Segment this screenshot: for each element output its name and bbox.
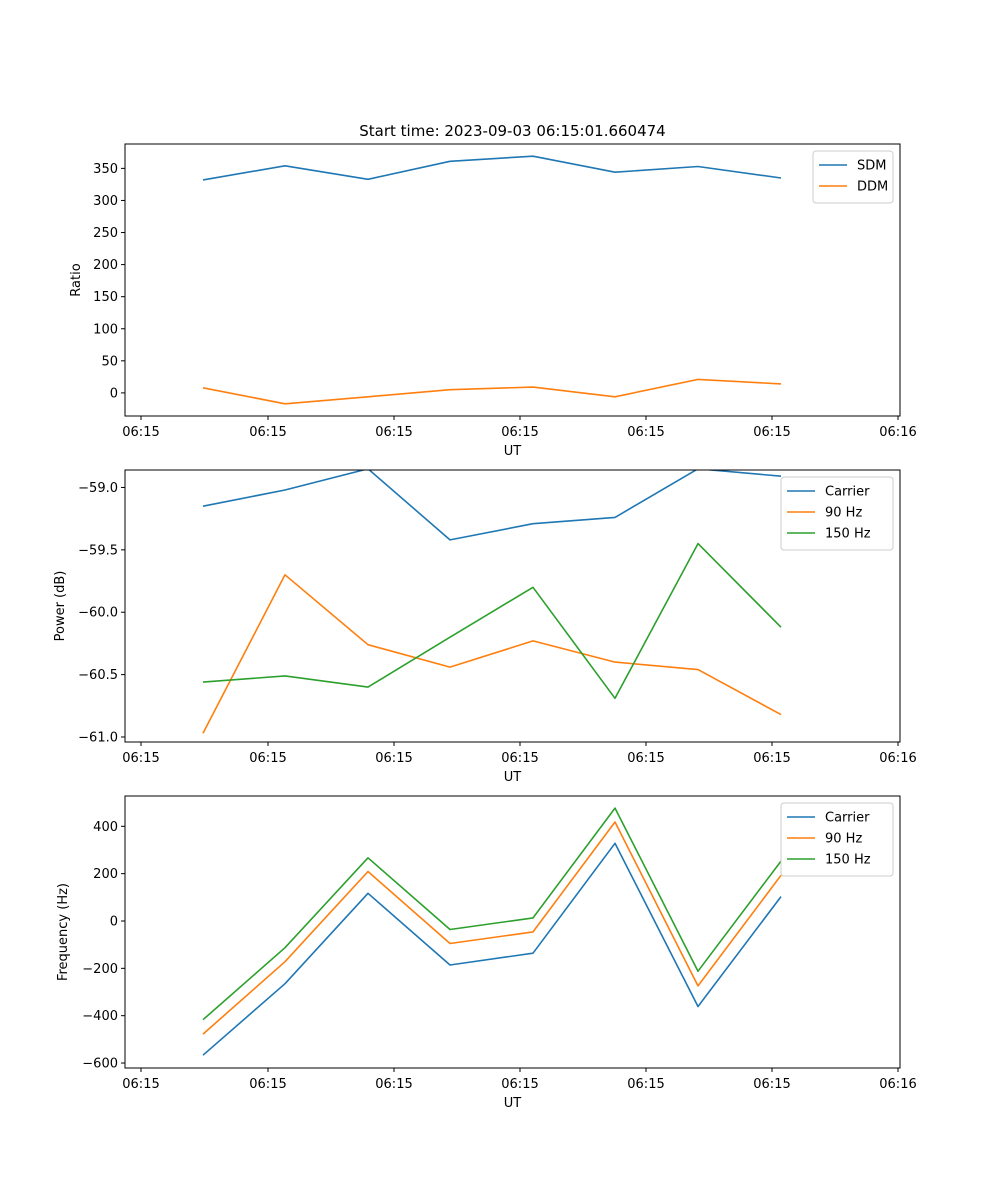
x-tick-label: 06:15 bbox=[375, 751, 412, 766]
x-axis-label: UT bbox=[504, 444, 522, 459]
x-tick-label: 06:15 bbox=[501, 751, 538, 766]
y-tick-label: −59.5 bbox=[78, 543, 118, 558]
panel-2: −61.0 −60.5 −60.0 −59.5 −59.0 06:15 06:15 06:15… bbox=[53, 469, 917, 785]
series-line-150-hz bbox=[202, 807, 782, 1021]
y-tick-label: 100 bbox=[93, 322, 118, 337]
legend-entry: SDM bbox=[857, 159, 886, 174]
legend: Carrier 90 Hz 150 Hz bbox=[780, 476, 894, 551]
x-tick-label: 06:15 bbox=[249, 751, 286, 766]
x-tick-label: 06:15 bbox=[122, 425, 159, 440]
legend-box bbox=[812, 150, 894, 204]
x-tick-label: 06:15 bbox=[249, 425, 286, 440]
series-line-carrier bbox=[202, 842, 782, 1056]
x-tick-label: 06:15 bbox=[249, 1077, 286, 1092]
y-tick-label: 0 bbox=[110, 914, 118, 929]
y-tick-label: 50 bbox=[101, 354, 118, 369]
y-tick-label: −61.0 bbox=[78, 731, 118, 746]
panel-3: −600 −400 −200 0 200 400 06:15 06:15 06:15 06:15 0… bbox=[56, 795, 917, 1111]
y-axis-label: Power (dB) bbox=[53, 571, 68, 642]
legend-entry: 90 Hz bbox=[825, 832, 862, 847]
y-tick-label: 150 bbox=[93, 290, 118, 305]
y-axis-label: Frequency (Hz) bbox=[56, 883, 71, 981]
y-axis-label: Ratio bbox=[69, 263, 84, 296]
legend-entry: 150 Hz bbox=[825, 853, 871, 868]
x-tick-label: 06:15 bbox=[627, 1077, 664, 1092]
x-tick-label: 06:16 bbox=[879, 425, 916, 440]
x-tick-label: 06:15 bbox=[627, 425, 664, 440]
series-line-carrier bbox=[202, 470, 782, 541]
x-tick-label: 06:16 bbox=[879, 1077, 916, 1092]
legend-entry: 150 Hz bbox=[825, 527, 871, 542]
y-tick-label: 200 bbox=[93, 258, 118, 273]
series-line-90-hz bbox=[202, 573, 782, 734]
legend-entry: 90 Hz bbox=[825, 506, 862, 521]
y-tick-label: 350 bbox=[93, 162, 118, 177]
y-tick-label: −60.5 bbox=[78, 668, 118, 683]
x-tick-label: 06:15 bbox=[122, 1077, 159, 1092]
axes-frame bbox=[124, 469, 901, 743]
panels: 0 50 100 150 200 250 300 350 06:15 06:15 06:15 06:1… bbox=[53, 143, 917, 1111]
y-tick-label: −200 bbox=[82, 962, 118, 977]
axes-frame bbox=[124, 795, 901, 1069]
x-tick-label: 06:15 bbox=[375, 1077, 412, 1092]
legend-entry: Carrier bbox=[825, 811, 870, 826]
y-tick-label: −400 bbox=[82, 1009, 118, 1024]
x-tick-label: 06:15 bbox=[501, 1077, 538, 1092]
series-line-150-hz bbox=[202, 542, 782, 700]
y-tick-label: 300 bbox=[93, 194, 118, 209]
y-tick-label: −600 bbox=[82, 1057, 118, 1072]
series-line-ddm bbox=[202, 378, 782, 405]
legend-entry: DDM bbox=[857, 180, 888, 195]
x-axis-label: UT bbox=[504, 1096, 522, 1111]
x-tick-label: 06:15 bbox=[753, 1077, 790, 1092]
y-tick-label: −59.0 bbox=[78, 481, 118, 496]
legend-box bbox=[780, 476, 894, 551]
x-tick-label: 06:15 bbox=[627, 751, 664, 766]
y-tick-label: 400 bbox=[93, 820, 118, 835]
series-line-90-hz bbox=[202, 821, 782, 1035]
x-tick-label: 06:15 bbox=[501, 425, 538, 440]
legend-entry: Carrier bbox=[825, 485, 870, 500]
y-tick-label: 0 bbox=[110, 386, 118, 401]
axes-frame bbox=[124, 143, 901, 417]
series-line-sdm bbox=[202, 155, 782, 181]
x-tick-label: 06:15 bbox=[753, 751, 790, 766]
legend: Carrier 90 Hz 150 Hz bbox=[780, 802, 894, 877]
y-tick-label: 250 bbox=[93, 226, 118, 241]
x-axis-label: UT bbox=[504, 770, 522, 785]
x-tick-label: 06:15 bbox=[375, 425, 412, 440]
y-tick-label: −60.0 bbox=[78, 606, 118, 621]
x-tick-label: 06:15 bbox=[122, 751, 159, 766]
figure-title: Start time: 2023-09-03 06:15:01.660474 bbox=[359, 122, 665, 140]
y-tick-label: 200 bbox=[93, 867, 118, 882]
legend-box bbox=[780, 802, 894, 877]
legend: SDM DDM bbox=[812, 150, 894, 204]
x-tick-label: 06:15 bbox=[753, 425, 790, 440]
panel-1: 0 50 100 150 200 250 300 350 06:15 06:15 06:15 06:1… bbox=[69, 143, 917, 459]
x-tick-label: 06:16 bbox=[879, 751, 916, 766]
